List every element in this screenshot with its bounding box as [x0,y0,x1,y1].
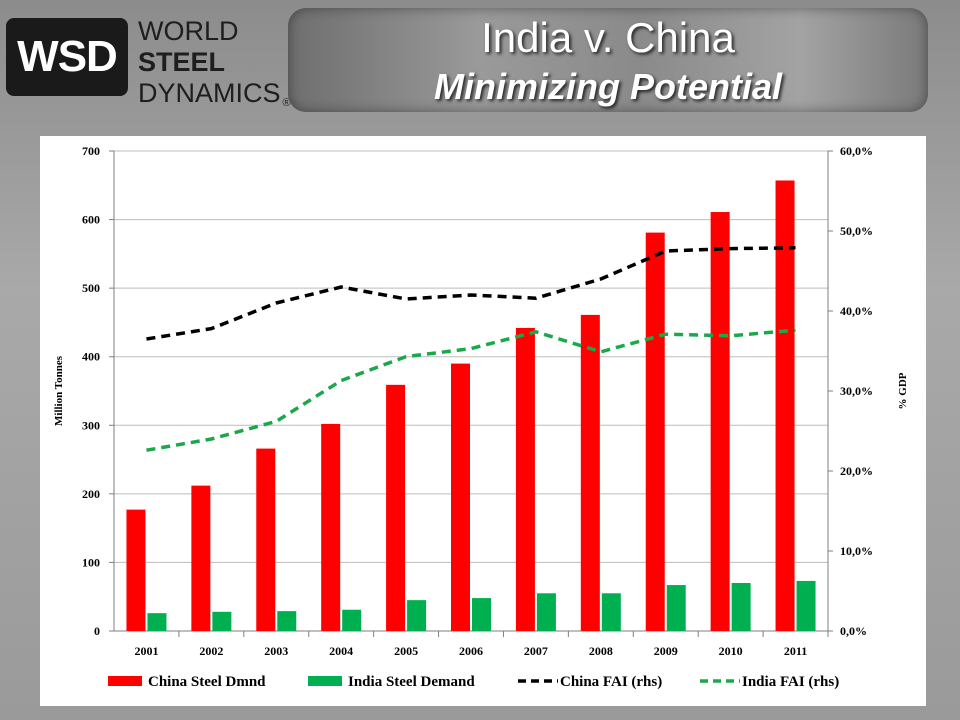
y2-tick-label: 20,0% [840,464,873,478]
china-steel-bar [191,485,211,631]
x-tick-label: 2009 [654,644,678,658]
india-steel-bar [472,598,491,631]
india-steel-bar [731,583,751,631]
india-steel-bar [407,600,427,631]
y-tick-label: 100 [82,555,100,569]
legend-india-fai-label: India FAI (rhs) [742,674,839,690]
x-tick-label: 2005 [394,644,418,658]
india-steel-bar [277,611,297,631]
slide-title: India v. China [481,14,735,61]
y2-tick-label: 0,0% [840,624,867,638]
x-tick-label: 2002 [199,644,223,658]
china-fai-line [146,246,796,341]
y-tick-label: 300 [82,418,100,432]
x-tick-label: 2007 [524,644,548,658]
logo-line2: STEEL [138,47,226,77]
title-banner: India v. China Minimizing Potential [288,8,928,112]
india-steel-bar [536,593,556,631]
legend-china-fai-label: China FAI (rhs) [560,674,662,690]
y-tick-label: 500 [82,281,100,295]
y2-tick-label: 40,0% [840,304,873,318]
logo-line3: DYNAMICS [138,78,281,108]
china-steel-bar [126,509,146,631]
x-tick-label: 2011 [784,644,807,658]
y2-tick-label: 30,0% [840,384,873,398]
china-steel-bar [775,180,795,631]
india-steel-bar [147,613,167,631]
china-steel-bar [515,327,535,631]
x-tick-label: 2003 [264,644,288,658]
y2-tick-label: 50,0% [840,224,873,238]
china-steel-bar [386,384,406,631]
x-tick-label: 2004 [329,644,353,658]
x-tick-label: 2001 [134,644,158,658]
logo-wordmark: WORLD STEEL DYNAMICS ® [138,16,291,109]
y-tick-label: 200 [82,487,100,501]
china-steel-bar [451,363,470,631]
china-steel-bar [256,448,276,631]
y-tick-label: 700 [82,144,100,158]
india-steel-bar [342,609,362,631]
y-tick-label: 600 [82,213,100,227]
china-steel-bar [645,232,665,631]
legend-china-steel-swatch [108,676,142,686]
y2-axis-title: % GDP [897,372,909,409]
india-steel-bar [212,611,232,631]
chart: 0 100 200 300 400 500 600 700 0,0% 10,0% 20,0% 30,0… [53,144,909,690]
y2-tick-label: 10,0% [840,544,873,558]
logo-abbr: WSD [6,18,128,96]
india-steel-bar [666,585,686,631]
logo-line1: WORLD [138,16,239,46]
chart-panel: 0 100 200 300 400 500 600 700 0,0% 10,0% 20,0% 30,0… [40,136,926,706]
wsd-logo: WSD WORLD STEEL DYNAMICS ® [6,14,291,109]
legend-india-steel-label: India Steel Demand [348,674,475,690]
legend-china-steel-label: China Steel Dmnd [148,674,266,690]
y2-tick-label: 60,0% [840,144,873,158]
x-tick-label: 2008 [589,644,613,658]
india-steel-bar [601,593,621,631]
china-steel-bar [710,212,730,631]
india-steel-bar [796,580,816,631]
y-tick-label: 400 [82,350,100,364]
y-tick-label: 0 [94,624,100,638]
y-axis-title: Million Tonnes [53,355,65,426]
china-steel-bar [580,314,600,631]
registered-mark: ® [282,97,291,109]
legend-india-steel-swatch [308,676,342,686]
slide-subtitle: Minimizing Potential [434,66,782,107]
india-fai-line [146,328,796,452]
x-tick-label: 2006 [459,644,483,658]
x-tick-label: 2010 [719,644,743,658]
china-steel-bar [321,423,341,631]
